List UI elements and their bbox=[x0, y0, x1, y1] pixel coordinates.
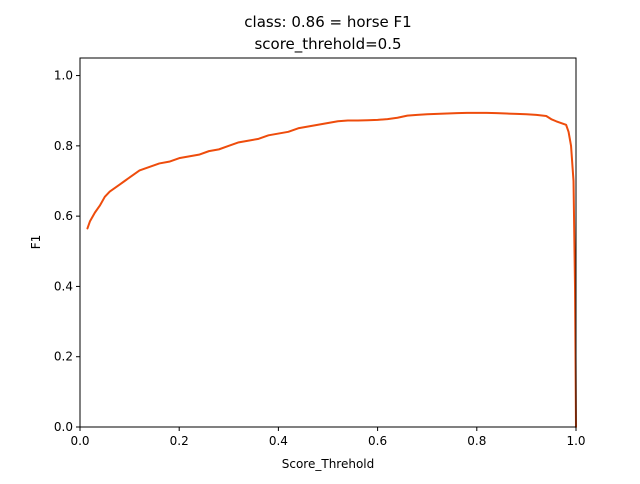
f1-series-line bbox=[86, 111, 577, 428]
y-axis: 0.0 0.2 0.4 0.6 0.8 1.0 bbox=[54, 69, 80, 434]
x-tick-label: 0.8 bbox=[467, 434, 486, 448]
plot-area bbox=[86, 111, 577, 428]
x-tick-label: 0.0 bbox=[70, 434, 89, 448]
y-tick-label: 0.4 bbox=[54, 279, 73, 293]
y-tick-label: 0.8 bbox=[54, 139, 73, 153]
x-tick-label: 1.0 bbox=[566, 434, 585, 448]
y-axis-label: F1 bbox=[29, 235, 43, 250]
y-tick-label: 0.2 bbox=[54, 350, 73, 364]
x-axis-label: Score_Threhold bbox=[282, 457, 375, 471]
plot-frame bbox=[79, 57, 577, 428]
chart-subtitle: score_threhold=0.5 bbox=[254, 35, 401, 54]
y-tick-label: 0.0 bbox=[54, 420, 73, 434]
y-tick-label: 0.6 bbox=[54, 209, 73, 223]
y-tick-label: 1.0 bbox=[54, 69, 73, 83]
x-tick-label: 0.4 bbox=[269, 434, 288, 448]
x-tick-label: 0.2 bbox=[170, 434, 189, 448]
x-tick-label: 0.6 bbox=[368, 434, 387, 448]
chart-title: class: 0.86 = horse F1 bbox=[244, 13, 411, 31]
x-axis: 0.0 0.2 0.4 0.6 0.8 1.0 bbox=[70, 427, 586, 448]
